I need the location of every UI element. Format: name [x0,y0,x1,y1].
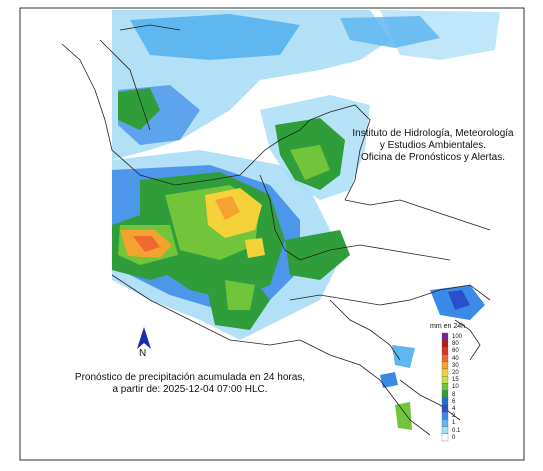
legend-swatch [441,347,449,355]
legend-swatch [441,361,449,370]
legend-label: 2 [452,413,456,420]
caption-line-1: Pronóstico de precipitación acumulada en… [74,372,306,383]
legend-label: 15 [452,377,459,384]
legend-title: mm en 24h [430,323,466,330]
legend-label: 4 [452,406,456,412]
legend-swatch [441,426,449,434]
legend-label: 100 [452,334,463,340]
precipitation-field [112,10,500,430]
legend-swatch [441,433,449,442]
legend-label: 60 [452,348,459,355]
legend-label: 1 [452,420,456,427]
legend-label: 20 [452,370,459,376]
legend-swatch [441,383,449,391]
legend-colorbar [441,332,449,442]
legend-label: 40 [452,355,459,362]
institution-label: Instituto de Hidrología, Meteorología y … [338,128,528,164]
legend-swatch [441,368,449,377]
caption-line-2: a partir de: 2025-12-04 07:00 HLC. [112,384,268,395]
legend-label: 80 [452,341,459,348]
legend-swatch [441,354,449,362]
institution-line-2: y Estudios Ambientales. [379,140,487,151]
legend-swatch [441,332,449,341]
legend-label: 6 [452,398,456,405]
legend-swatch [441,397,449,406]
legend-label: 8 [452,391,456,398]
legend-label: 0 [452,434,456,441]
legend-label: 10 [452,384,459,391]
country-borders [61,24,491,436]
forecast-caption: Pronóstico de precipitación acumulada en… [40,372,340,396]
legend-swatch [441,412,449,420]
legend-label: 30 [452,362,459,369]
legend-swatch [441,404,449,413]
legend-swatch [441,376,449,384]
institution-line-3: Oficina de Pronósticos y Alertas. [361,152,505,163]
legend-swatch [441,390,449,398]
north-label: N [139,348,147,359]
institution-line-1: Instituto de Hidrología, Meteorología [352,128,514,139]
north-arrow-icon [137,327,151,349]
legend-swatch [441,340,449,348]
legend-swatch [441,419,449,427]
legend-label: 0.1 [452,427,461,434]
